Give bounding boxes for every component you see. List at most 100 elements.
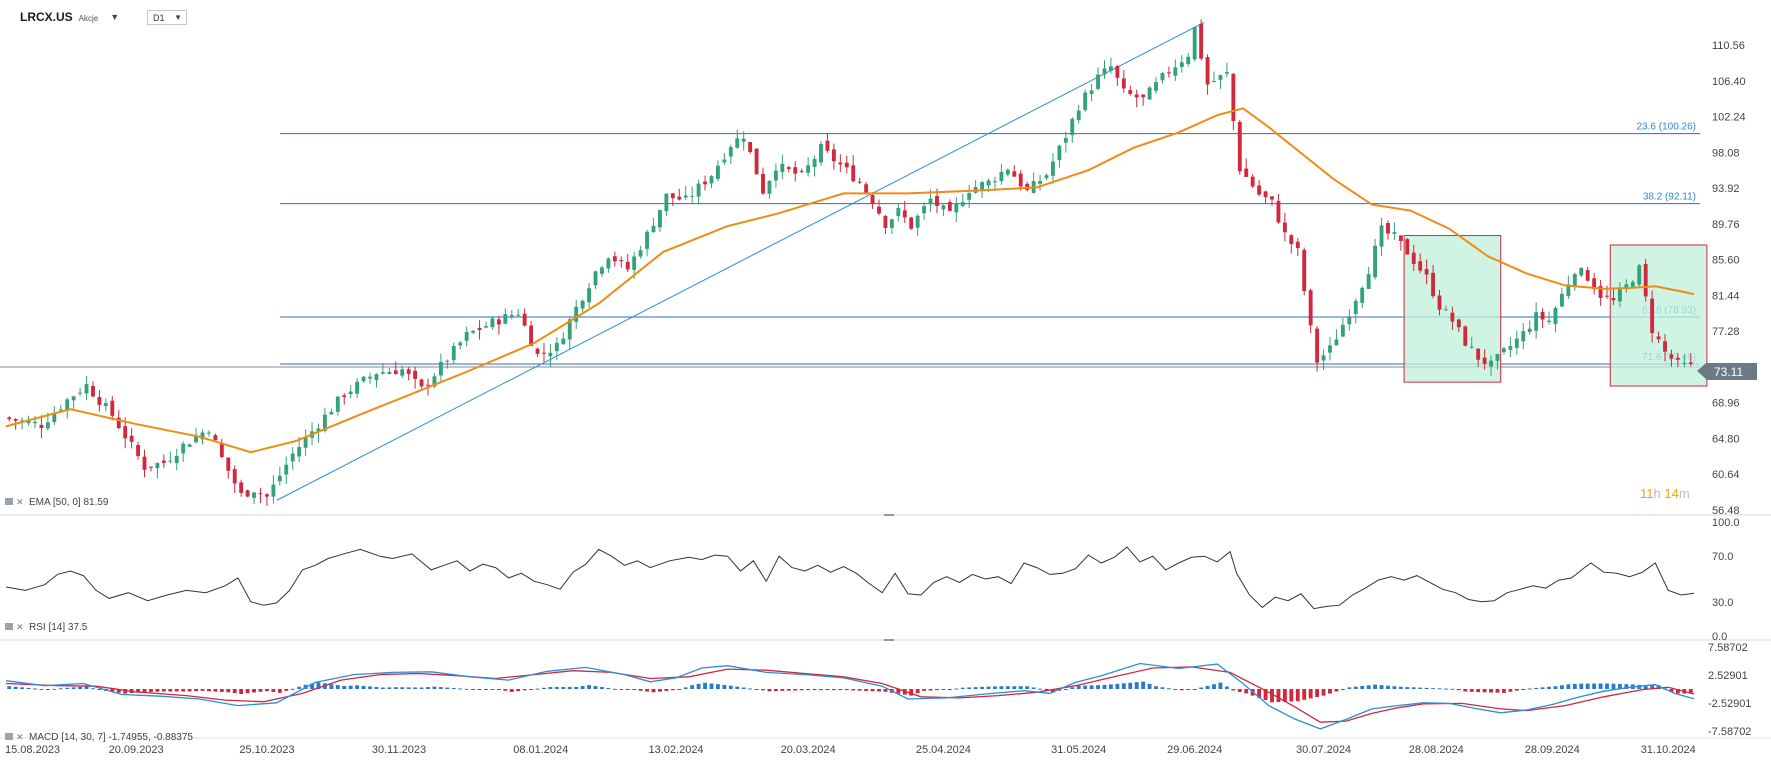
macd-histogram-bar [1412, 687, 1416, 689]
macd-histogram-bar [1070, 687, 1074, 689]
candle [1541, 312, 1545, 320]
candle [664, 194, 668, 212]
candle [1212, 81, 1216, 82]
candle [1470, 347, 1474, 348]
macd-histogram-bar [929, 689, 933, 690]
macd-histogram-bar [1038, 689, 1042, 690]
candle [110, 401, 114, 416]
candle [1579, 268, 1583, 275]
candle [1367, 274, 1371, 289]
macd-histogram-bar [7, 686, 11, 689]
candle [1090, 91, 1094, 94]
candle [407, 369, 411, 374]
candle [954, 204, 958, 212]
macd-histogram-bar [1373, 685, 1377, 689]
close-icon: ✕ [16, 732, 24, 742]
macd-histogram-bar [916, 689, 920, 693]
candle [639, 250, 643, 256]
macd-histogram-bar [1579, 684, 1583, 689]
macd-histogram-bar [484, 689, 488, 690]
macd-histogram-bar [1334, 689, 1338, 691]
macd-histogram-bar [1560, 685, 1564, 689]
candle [1161, 73, 1165, 80]
candle [606, 258, 610, 268]
candle [516, 315, 520, 316]
candle [587, 288, 591, 302]
macd-histogram-bar [1573, 684, 1577, 689]
candle [1167, 72, 1171, 73]
macd-histogram-bar [1064, 689, 1068, 690]
candle [78, 393, 82, 394]
macd-axis-tick: -7.58702 [1708, 726, 1751, 738]
indicator-menu-icon [5, 623, 13, 630]
candle [806, 165, 810, 173]
date-axis-tick: 30.07.2024 [1296, 744, 1351, 756]
candle [381, 372, 385, 374]
candle [478, 328, 482, 330]
macd-histogram-bar [529, 689, 533, 690]
macd-histogram-bar [761, 689, 765, 690]
macd-histogram-bar [851, 689, 855, 690]
candle [1418, 261, 1422, 270]
macd-histogram-bar [1347, 687, 1351, 689]
candle [1689, 362, 1693, 364]
candle [1186, 57, 1190, 64]
candle [1315, 329, 1319, 363]
candle [884, 216, 888, 228]
candle [1489, 361, 1493, 367]
candle [793, 167, 797, 173]
macd-histogram-bar [284, 689, 288, 691]
macd-histogram-bar [78, 687, 82, 689]
macd-histogram-bar [1289, 689, 1293, 701]
candle [420, 379, 424, 386]
macd-histogram-bar [1148, 684, 1152, 689]
candle [1560, 294, 1564, 307]
candle [941, 205, 945, 209]
macd-histogram-bar [433, 687, 437, 689]
price-axis-tick: 110.56 [1712, 40, 1745, 52]
macd-histogram-bar [587, 685, 591, 689]
macd-histogram-bar [149, 689, 153, 692]
candle [548, 353, 552, 357]
candle [1083, 93, 1087, 111]
candle [832, 149, 836, 161]
chevron-down-icon[interactable]: ▼ [110, 12, 119, 22]
candle [1450, 313, 1454, 322]
candle [1264, 191, 1268, 197]
candle [471, 331, 475, 333]
candle [1277, 201, 1281, 222]
candle [181, 444, 185, 454]
price-axis-tick: 68.96 [1712, 398, 1740, 410]
macd-histogram-bar [542, 688, 546, 689]
candle [1296, 242, 1300, 248]
candle [1354, 301, 1358, 314]
macd-histogram-bar [1392, 686, 1396, 689]
candle [929, 199, 933, 205]
macd-histogram-bar [207, 689, 211, 691]
candle [600, 267, 604, 273]
instrument-header[interactable]: LRCX.US Akcje ▼ [20, 10, 119, 24]
candle [1115, 66, 1119, 78]
macd-histogram-bar [329, 684, 333, 689]
candle [1508, 346, 1512, 350]
candle [40, 425, 44, 428]
candle [1444, 309, 1448, 310]
chart-labels: 110.56106.40102.2498.0893.9289.7685.6081… [5, 40, 1751, 756]
candle [652, 226, 656, 232]
macd-histogram-bar [1012, 686, 1016, 689]
macd-histogram-bar [97, 689, 101, 690]
chevron-down-icon: ▼ [174, 13, 182, 22]
candle [136, 445, 140, 456]
macd-histogram-bar [748, 688, 752, 689]
macd-histogram-bar [1470, 689, 1474, 692]
macd-histogram-bar [722, 685, 726, 689]
macd-histogram-bar [755, 689, 759, 690]
candle [439, 362, 443, 376]
candle [697, 184, 701, 197]
macd-histogram-bar [1592, 684, 1596, 689]
candle [536, 349, 540, 354]
macd-histogram-bar [426, 687, 430, 689]
candle [259, 493, 263, 494]
macd-histogram-bar [632, 689, 636, 690]
timeframe-select[interactable]: D1 ▼ [147, 10, 187, 25]
